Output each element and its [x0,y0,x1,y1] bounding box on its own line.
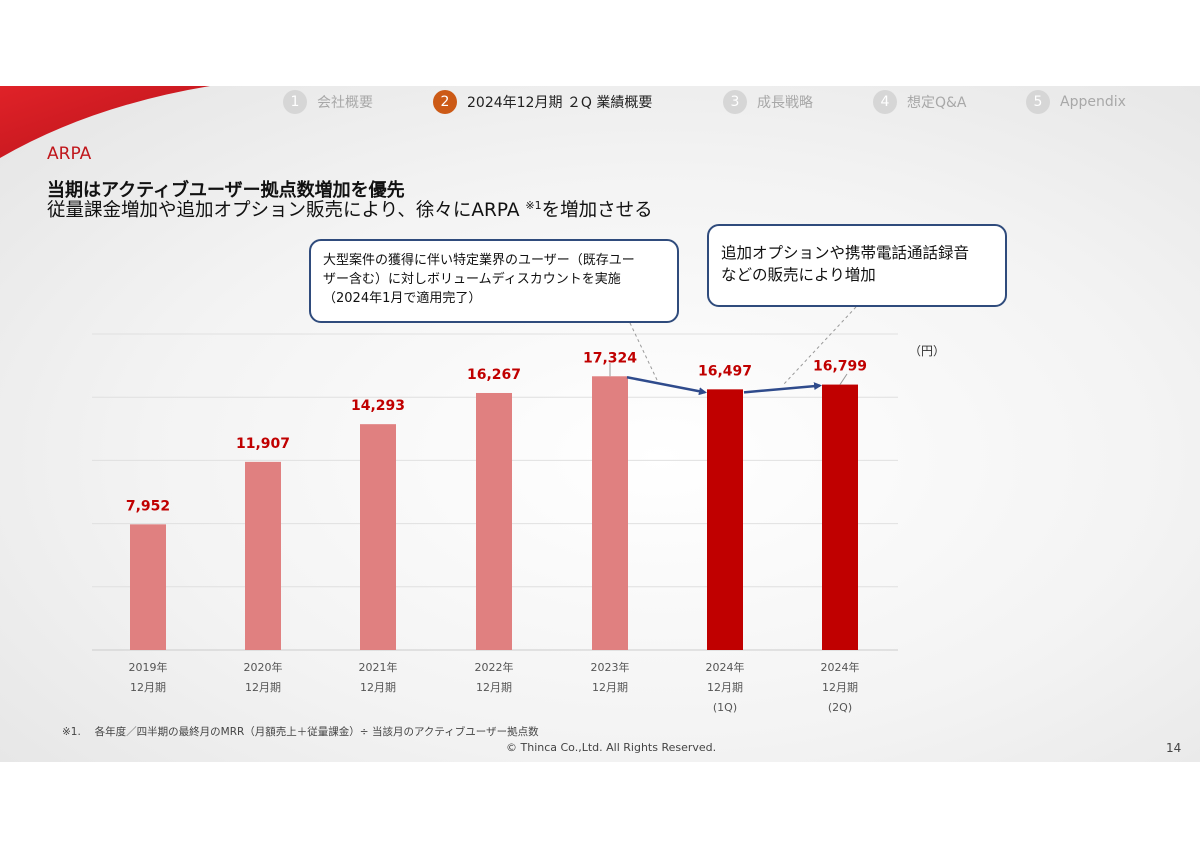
page-number: 14 [1166,741,1182,755]
callout-line: ザー含む）に対しボリュームディスカウントを実施 [323,272,621,287]
nav-number: 2 [433,90,457,114]
section-title: ARPA [47,144,92,164]
callout-line: （2024年1月で適用完了） [323,291,482,306]
x-tick-label: (1Q) [713,701,737,714]
unit-label: （円） [909,344,946,358]
nav-item-results[interactable]: 2 2024年12月期 ２Q 業績概要 [433,90,652,114]
callout-line: などの販売により増加 [721,266,876,284]
x-tick-label: 12月期 [130,681,166,694]
subheadline-text-end: を増加させる [541,200,653,221]
nav-label: 成長戦略 [757,95,813,111]
value-label: 17,324 [583,350,637,366]
trend-arrow-up [743,382,822,394]
x-tick-label: 2024年 [821,660,860,674]
x-tick-label: 2019年 [129,660,168,674]
value-label: 7,952 [126,498,170,514]
trend-arrow-down [626,376,707,396]
value-labels: 7,952 11,907 14,293 16,267 17,324 16,497 16,79… [126,350,867,514]
x-tick-label: 12月期 [592,681,628,694]
callout-connector [629,322,659,383]
x-tick-label: 12月期 [245,681,281,694]
x-tick-label: 2020年 [244,660,283,674]
x-tick-label: (2Q) [828,701,852,714]
bar [245,461,281,650]
x-tick-label: 12月期 [822,681,858,694]
subheadline-text: 従量課金増加や追加オプション販売により、徐々にARPA [47,200,526,221]
nav-number: 5 [1026,90,1050,114]
nav-item-qa[interactable]: 4 想定Q&A [873,90,967,114]
nav-label: 会社概要 [317,95,373,111]
section-nav: 1 会社概要 2 2024年12月期 ２Q 業績概要 3 成長戦略 4 想定Q&… [0,90,1200,114]
x-tick-labels: 2019年 12月期 2020年 12月期 2021年 12月期 2022年 12月期 2023… [129,660,860,714]
bars [130,376,858,650]
copyright: © Thinca Co.,Ltd. All Rights Reserved. [506,741,717,754]
nav-label: Appendix [1060,94,1126,110]
corner-accent [0,86,210,158]
x-tick-label: 2021年 [359,660,398,674]
footnote: ※1. 各年度／四半期の最終月のMRR（月額売上＋従量課金）÷ 当該月のアクティ… [62,726,539,738]
bar [707,389,743,650]
x-tick-label: 12月期 [360,681,396,694]
x-tick-label: 12月期 [707,681,743,694]
bar [592,376,628,650]
nav-label: 2024年12月期 ２Q 業績概要 [467,95,653,111]
bar [360,424,396,650]
bar [476,392,512,650]
value-label: 14,293 [351,398,405,414]
slide: 1 会社概要 2 2024年12月期 ２Q 業績概要 3 成長戦略 4 想定Q&… [0,86,1200,762]
x-tick-label: 2022年 [475,660,514,674]
annotations [609,306,857,396]
nav-number: 1 [283,90,307,114]
x-tick-label: 2023年 [591,660,630,674]
nav-label: 想定Q&A [907,95,967,111]
value-label: 16,267 [467,367,521,383]
arpa-chart: 7,952 11,907 14,293 16,267 17,324 16,497 16,79… [92,306,898,714]
nav-item-strategy[interactable]: 3 成長戦略 [723,90,813,114]
nav-item-company[interactable]: 1 会社概要 [283,90,373,114]
subheadline: 従量課金増加や追加オプション販売により、徐々にARPA ※1を増加させる [47,196,653,222]
bar [822,384,858,650]
value-label: 16,497 [698,363,752,379]
discount-callout: 大型案件の獲得に伴い特定業界のユーザー（既存ユー ザー含む）に対しボリュームディ… [309,239,679,323]
headline: 当期はアクティブユーザー拠点数増加を優先 [47,180,405,201]
bar [130,524,166,650]
callout-line: 大型案件の獲得に伴い特定業界のユーザー（既存ユー [323,253,635,268]
value-label: 11,907 [236,436,290,452]
footnote-marker: ※1 [525,199,542,212]
x-tick-label: 12月期 [476,681,512,694]
nav-number: 4 [873,90,897,114]
callout-line: 追加オプションや携帯電話通話録音 [721,244,970,262]
nav-number: 3 [723,90,747,114]
options-callout: 追加オプションや携帯電話通話録音 などの販売により増加 [707,224,1007,307]
value-label: 16,799 [813,359,867,375]
x-tick-label: 2024年 [706,660,745,674]
nav-item-appendix[interactable]: 5 Appendix [1026,90,1126,114]
leader-line [839,373,848,385]
